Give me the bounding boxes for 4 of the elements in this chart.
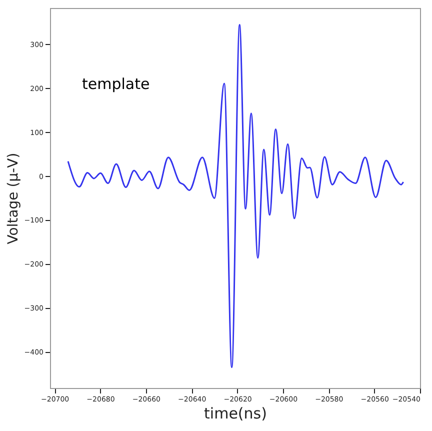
y-axis-title: Voltage (μ-V) (5, 152, 22, 244)
line-series (67, 24, 404, 368)
x-axis-title: time(ns) (204, 404, 267, 422)
annotation: template (82, 75, 150, 93)
